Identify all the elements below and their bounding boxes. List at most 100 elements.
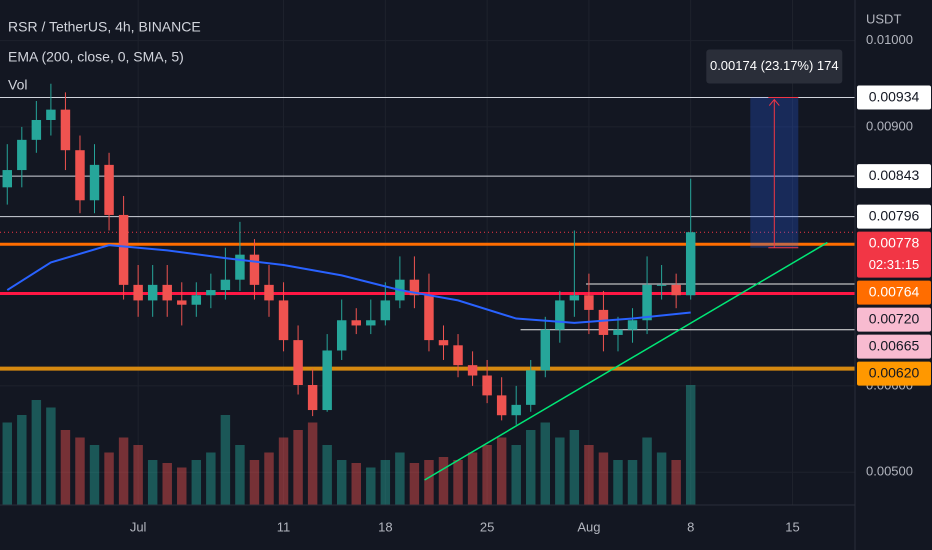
candle-body <box>671 284 681 296</box>
candle-body <box>162 284 172 301</box>
volume-bar <box>656 452 667 505</box>
volume-bar <box>336 460 347 505</box>
ema-line <box>6 244 691 324</box>
price-label-bg <box>857 280 931 305</box>
candle-body <box>584 295 594 310</box>
volume-bar <box>293 430 303 505</box>
volume-bar <box>264 452 274 505</box>
candle-body <box>598 309 609 335</box>
candle-body <box>322 350 332 411</box>
candle-body <box>133 284 143 301</box>
candle-body <box>191 295 202 305</box>
price-label: 0.00934 <box>869 88 920 104</box>
candle-body <box>336 320 347 351</box>
volume-bar <box>540 422 551 505</box>
indicator-label: EMA (200, close, 0, SMA, 5) <box>8 49 184 65</box>
volume-bar <box>395 452 405 505</box>
y-tick-label: 0.00500 <box>866 464 913 479</box>
price-label: 0.00665 <box>869 337 920 353</box>
x-tick-label: 18 <box>378 519 392 534</box>
price-label: 0.00778 <box>869 234 920 250</box>
volume-bar <box>366 467 376 505</box>
x-tick-label: Aug <box>577 519 600 534</box>
candle-body <box>555 300 565 330</box>
volume-bar <box>17 415 27 505</box>
candle-body <box>569 295 580 301</box>
volume-bar <box>46 407 56 505</box>
volume-bar <box>147 460 158 505</box>
volume-bar <box>438 457 449 505</box>
candle-body <box>438 340 449 346</box>
candle-body <box>656 284 667 286</box>
candle-body <box>264 284 274 301</box>
volume-label: Vol <box>8 77 27 93</box>
volume-layer <box>2 385 696 505</box>
candle-body <box>293 340 303 386</box>
volume-bar <box>453 460 463 505</box>
volume-bar <box>598 452 609 505</box>
volume-bar <box>249 460 260 505</box>
candle-body <box>511 404 521 416</box>
candle-body <box>46 109 56 120</box>
candle-body <box>206 290 216 296</box>
candle-body <box>380 300 391 321</box>
volume-bar <box>118 437 129 505</box>
candle-body <box>351 320 361 326</box>
candle-body <box>147 284 158 301</box>
volume-bar <box>235 445 245 505</box>
price-countdown: 02:31:15 <box>869 257 920 272</box>
price-label: 0.00764 <box>869 283 920 299</box>
volume-bar <box>685 385 696 505</box>
volume-bar <box>627 460 638 505</box>
candle-body <box>177 300 187 305</box>
x-tick-label: 15 <box>785 519 799 534</box>
candle-body <box>540 329 551 371</box>
volume-bar <box>75 437 85 505</box>
candle-body <box>424 295 434 341</box>
trendline <box>424 241 828 481</box>
candle-body <box>2 170 12 188</box>
measure-label: 0.00174 (23.17%) 174 <box>710 58 839 73</box>
chart-title: RSR / TetherUS, 4h, BINANCE <box>8 19 201 35</box>
price-label: 0.00620 <box>869 364 920 380</box>
price-label: 0.00720 <box>869 310 920 326</box>
volume-bar <box>104 452 114 505</box>
candle-body <box>278 300 289 341</box>
volume-bar <box>555 437 565 505</box>
candle-body <box>118 214 129 285</box>
volume-bar <box>206 452 216 505</box>
candle-body <box>526 370 536 405</box>
candle-body <box>31 119 42 140</box>
candle-body <box>482 375 492 396</box>
candle-body <box>104 164 114 215</box>
candle-body <box>249 254 260 285</box>
volume-bar <box>467 452 478 505</box>
candle-body <box>627 320 638 330</box>
price-label-bg <box>857 204 931 229</box>
volume-bar <box>409 463 420 505</box>
volume-bar <box>380 460 391 505</box>
currency-label: USDT <box>866 11 901 26</box>
volume-bar <box>671 460 681 505</box>
volume-bar <box>482 445 492 505</box>
volume-bar <box>351 463 361 505</box>
candle-body <box>235 254 245 280</box>
price-label-bg <box>857 164 931 189</box>
x-tick-label: 8 <box>687 519 694 534</box>
candle-body <box>366 320 376 326</box>
price-label-bg <box>857 231 931 278</box>
volume-bar <box>31 400 42 505</box>
volume-bar <box>307 422 318 505</box>
candle-body <box>89 164 100 201</box>
volume-bar <box>133 445 143 505</box>
measure-arrowhead <box>768 98 780 106</box>
volume-bar <box>89 445 100 505</box>
volume-bar <box>642 437 652 505</box>
candle-body <box>409 279 420 296</box>
price-label: 0.00796 <box>869 207 920 223</box>
volume-bar <box>2 422 12 505</box>
volume-bar <box>278 437 289 505</box>
x-tick-label: 11 <box>277 519 291 534</box>
